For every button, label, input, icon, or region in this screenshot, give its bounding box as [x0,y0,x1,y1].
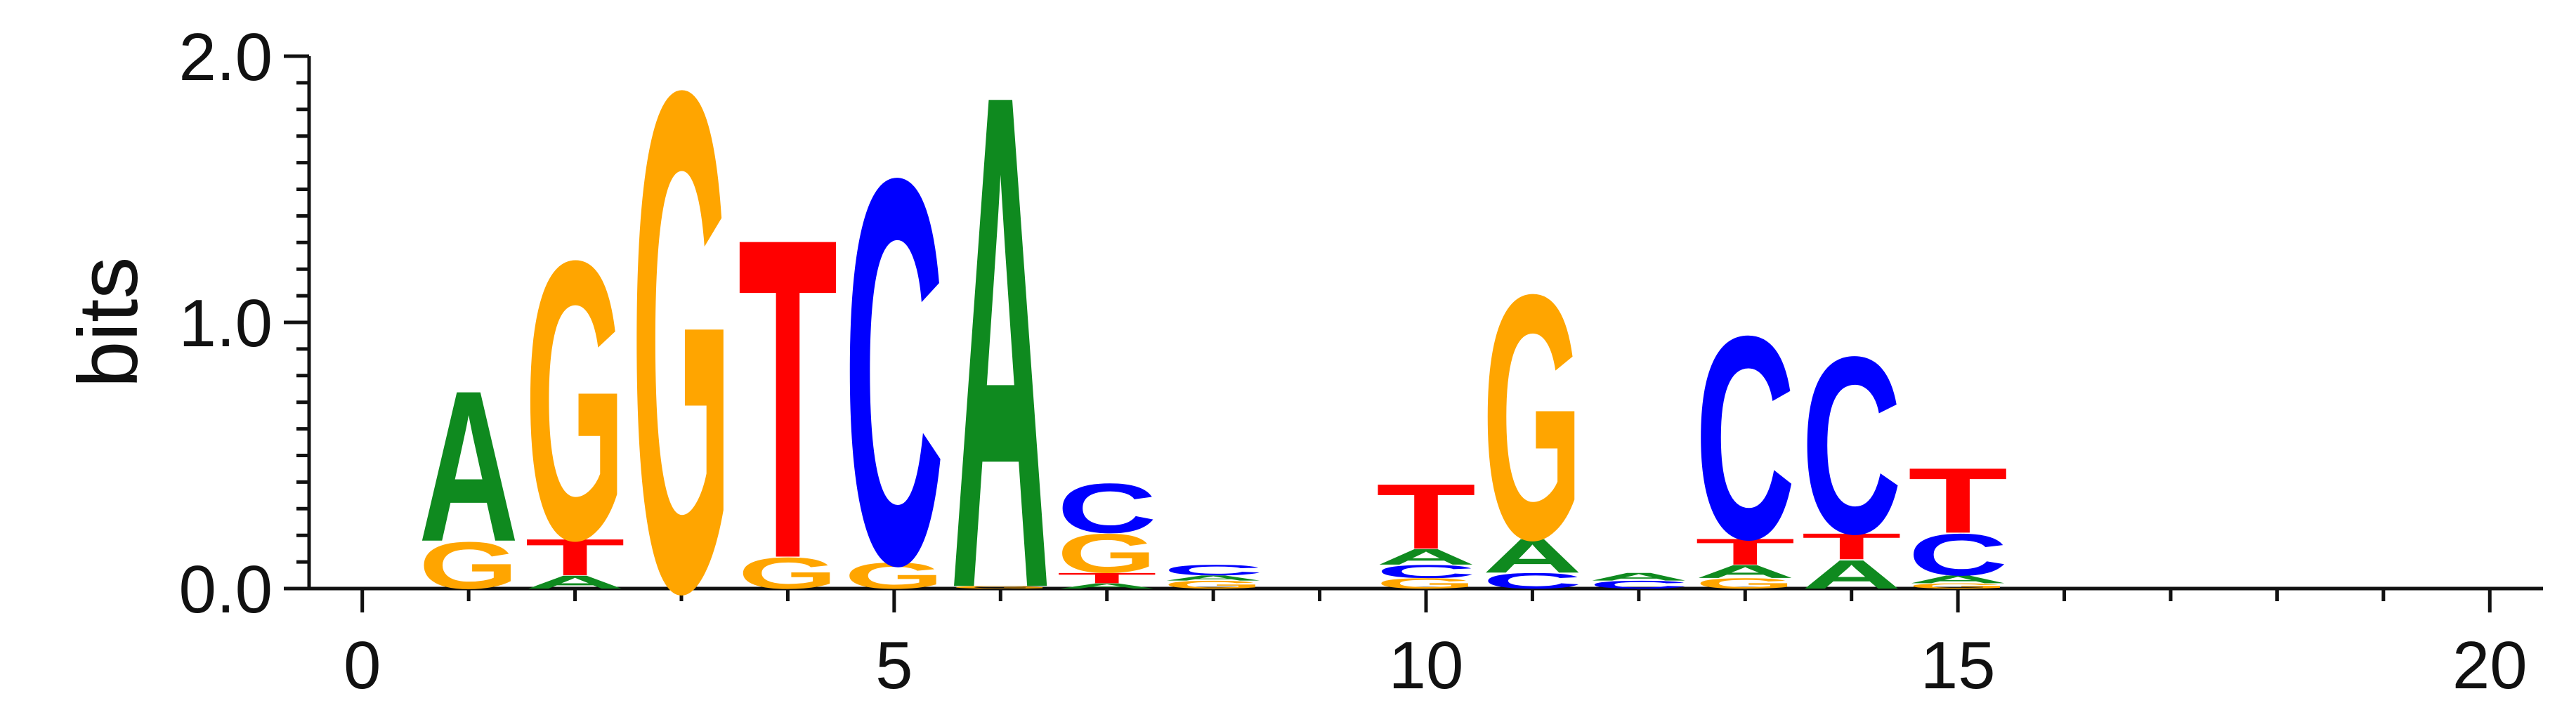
logo-letter-G: G [1482,223,1582,612]
logo-letter-C: C [1057,469,1157,548]
logo-letter-T: T [738,143,837,654]
logo-letter-A: A [950,0,1050,722]
logo-letter-A: A [1589,570,1689,583]
logo-letter-G: G [738,549,837,598]
logo-letter-G: G [1057,522,1157,584]
logo-letter-G: G [1163,579,1263,591]
y-tick-label: 2.0 [179,20,273,95]
logo-letter-G: G [844,555,944,596]
logo-letter-A: A [1802,551,1902,597]
x-tick-label: 20 [2452,628,2528,703]
logo-letter-A: A [1163,574,1263,582]
logo-letter-A: A [525,572,625,593]
logo-letter-G: G [1695,575,1795,592]
logo-letter-G: G [1908,582,2008,591]
logo-letter-C: C [1589,579,1689,591]
x-tick-label: 0 [344,628,381,703]
logo-letter-G: G [1376,575,1476,592]
logo-letter-G: G [525,179,625,623]
logo-letter-A: A [1482,529,1582,583]
logo-letter-A: A [1057,582,1157,590]
logo-letter-T: T [1376,465,1476,569]
logo-letter-A: A [1695,561,1795,582]
logo-letter-G: G [632,0,731,722]
logo-letter-T: T [525,528,625,586]
x-tick-label: 5 [875,628,913,703]
x-axis: 0 5 10 15 20 [309,586,2543,703]
y-tick-label: 1.0 [179,286,273,361]
logo-letter-C: C [1908,522,2008,588]
logo-letter-T: T [1908,449,2008,553]
logo-letter-T: T [1802,525,1902,567]
logo-letter-C: C [1802,304,1902,586]
y-axis-title: bits [61,257,155,388]
y-tick-label: 0.0 [179,552,273,627]
y-axis: 0.0 1.0 2.0 [179,20,311,627]
x-tick-label: 10 [1389,628,1464,703]
logo-letter-C: C [1163,562,1263,579]
logo-letter-G: G [419,528,518,603]
logo-letter-A: A [1376,544,1476,570]
logo-letter-G: G [950,585,1050,589]
logo-letter-C: C [1482,568,1582,593]
x-tick-label: 15 [1921,628,1996,703]
logo-letter-A: A [419,345,518,586]
logo-letter-T: T [1057,570,1157,586]
logo-letter-C: C [1376,561,1476,582]
logo-letter-A: A [1908,573,2008,586]
logo-letter-C: C [1695,275,1795,600]
logo-letter-C: C [844,65,944,679]
logo-letter-T: T [1695,531,1795,572]
